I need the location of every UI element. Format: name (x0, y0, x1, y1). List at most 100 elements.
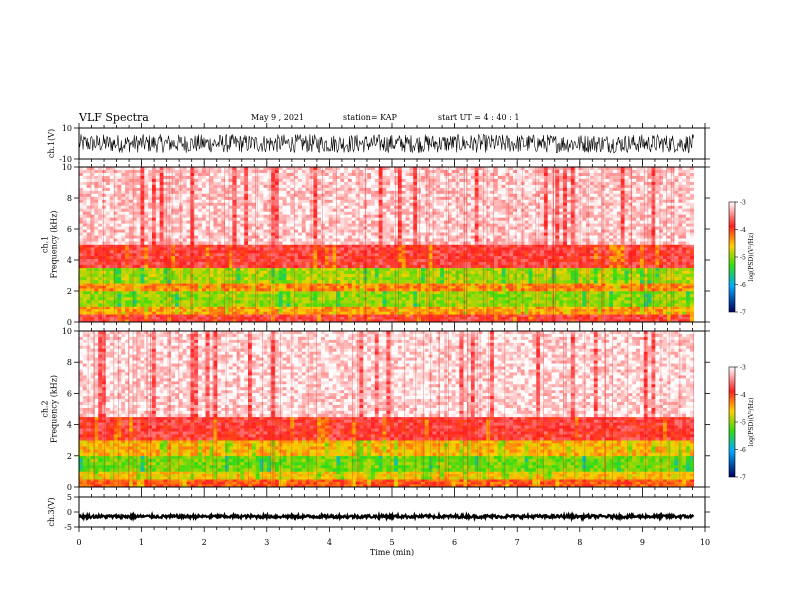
spectrogram-cell (86, 273, 91, 278)
spectrogram-cell (555, 261, 560, 266)
spectrogram-cell (336, 306, 341, 310)
spectrogram-cell (397, 303, 403, 307)
spectrogram-cell (420, 285, 426, 289)
spectrogram-cell (440, 264, 445, 269)
spectrogram-cell (336, 283, 341, 287)
spectrogram-cell (601, 303, 606, 307)
spectrogram-cell (136, 208, 141, 213)
spectrogram-cell (282, 300, 287, 304)
spectrogram-cell (509, 309, 514, 312)
spectrogram-cell (313, 291, 318, 295)
spectrogram-cell (566, 283, 572, 287)
spectrogram-cell (582, 273, 587, 278)
spectrogram-cell (678, 280, 683, 284)
spectrogram-cell (601, 319, 606, 323)
spectrogram-cell (228, 267, 233, 272)
spectrogram-cell (336, 244, 341, 248)
spectrogram-cell (451, 291, 456, 295)
spectrogram-cell (563, 306, 568, 310)
spectrogram-cell (102, 181, 107, 186)
spectrogram-cell (140, 250, 145, 254)
spectrogram-cell (628, 309, 633, 312)
spectrogram-cell (520, 267, 525, 272)
spectrogram-cell (240, 244, 245, 248)
spectrogram-cell (482, 259, 487, 263)
spectrogram-cell (79, 303, 84, 307)
spectrogram-cell (578, 283, 583, 287)
spectrogram-cell (236, 253, 241, 257)
spectrogram-cell (194, 250, 199, 254)
spectrogram-cell (428, 250, 433, 254)
spectrogram-cell (551, 311, 556, 315)
spectrogram-cell (305, 309, 310, 312)
spectrogram-cell (359, 288, 364, 292)
spectrogram-cell (278, 270, 283, 275)
spectrogram-cell (109, 300, 114, 304)
spectrogram-cell (332, 244, 337, 248)
spectrogram-cell (609, 303, 614, 307)
spectrogram-cell (590, 244, 595, 248)
spectrogram-cell (213, 288, 218, 292)
spectrogram-cell (651, 319, 656, 323)
spectrogram-cell (144, 273, 149, 278)
spectrogram-cell (144, 238, 149, 242)
spectrogram-cell (132, 264, 137, 269)
spectrogram-cell (513, 256, 518, 260)
spectrogram-cell (125, 229, 130, 233)
spectrogram-cell (228, 259, 233, 263)
spectrogram-cell (136, 205, 141, 210)
spectrogram-cell (82, 277, 87, 281)
spectrogram-cell (347, 253, 353, 257)
spectrogram-cell (86, 241, 91, 245)
spectrogram-cell (628, 277, 633, 281)
spectrogram-cell (152, 169, 157, 174)
spectrogram-cell (121, 280, 126, 284)
spectrogram-cell (148, 244, 153, 248)
spectrogram-cell (490, 291, 495, 295)
spectrogram-cell (551, 288, 556, 292)
spectrogram-cell (225, 267, 230, 272)
spectrogram-cell (125, 181, 130, 186)
spectrogram-cell (159, 247, 164, 251)
spectrogram-cell (590, 303, 595, 307)
spectrogram-cell (551, 264, 556, 269)
spectrogram-cell (432, 283, 437, 287)
spectrogram-cell (167, 306, 172, 310)
spectrogram-cell (524, 294, 529, 298)
spectrogram-cell (405, 280, 410, 284)
spectrogram-cell (663, 244, 668, 248)
spectrogram-cell (674, 264, 679, 269)
spectrogram-cell (209, 288, 214, 292)
spectrogram-cell (155, 175, 160, 180)
spectrogram-cell (666, 250, 671, 254)
spectrogram-cell (98, 199, 103, 204)
spectrogram-cell (586, 270, 591, 275)
spectrogram-cell (98, 259, 103, 263)
spectrogram-cell (209, 253, 214, 257)
spectrogram-cell (155, 226, 160, 230)
spectrogram-cell (244, 253, 249, 257)
spectrogram-cell (140, 205, 145, 210)
spectrogram-cell (566, 288, 572, 292)
spectrogram-cell (663, 288, 668, 292)
spectrogram-cell (486, 285, 491, 289)
spectrogram-cell (324, 285, 330, 289)
spectrogram-cell (155, 223, 160, 227)
spectrogram-cell (79, 306, 84, 310)
spectrogram-cell (225, 306, 230, 310)
spectrogram-cell (194, 264, 199, 269)
spectrogram-cell (321, 285, 326, 289)
spectrogram-cell (559, 277, 564, 281)
spectrogram-cell (159, 238, 164, 242)
spectrogram-cell (201, 309, 207, 312)
spectrogram-cell (590, 316, 595, 320)
spectrogram-cell (332, 283, 337, 287)
spectrogram-cell (190, 259, 195, 263)
spectrogram-cell (593, 280, 598, 284)
spectrogram-cell (175, 273, 180, 278)
spectrogram-cell (309, 309, 314, 312)
spectrogram-cell (267, 319, 272, 323)
spectrogram-cell (632, 277, 637, 281)
spectrogram-cell (578, 256, 583, 260)
spectrogram-cell (555, 277, 560, 281)
